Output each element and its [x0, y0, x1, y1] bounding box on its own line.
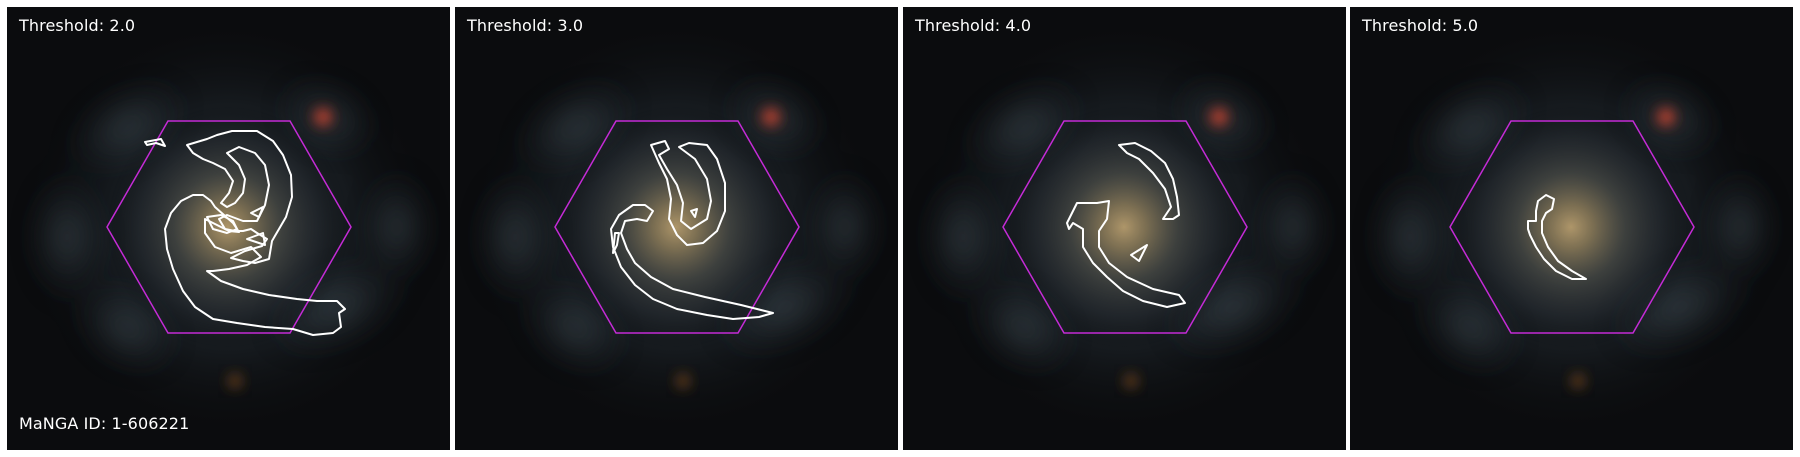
threshold-label: Threshold: 3.0 — [467, 16, 584, 35]
ifu-hexagon — [1002, 120, 1248, 334]
galaxy-image — [7, 7, 450, 450]
contour-lines — [1527, 194, 1587, 280]
threshold-label: Threshold: 4.0 — [915, 16, 1032, 35]
contour-lines — [610, 140, 774, 320]
threshold-label: Threshold: 5.0 — [1362, 16, 1479, 35]
threshold-label: Threshold: 2.0 — [19, 16, 136, 35]
ifu-hexagon — [554, 120, 800, 334]
panel-threshold-2: Threshold: 2.0 MaNGA ID: 1-606221 — [7, 7, 450, 450]
galaxy-image — [1350, 7, 1793, 450]
panel-threshold-3: Threshold: 3.0 — [455, 7, 898, 450]
galaxy-id-label: MaNGA ID: 1-606221 — [19, 414, 190, 433]
galaxy-image — [455, 7, 898, 450]
galaxy-image — [903, 7, 1346, 450]
ifu-hexagon — [1449, 120, 1695, 334]
ifu-hexagon — [106, 120, 352, 334]
panel-threshold-4: Threshold: 4.0 — [903, 7, 1346, 450]
contour-lines — [144, 130, 346, 336]
contour-lines — [1066, 142, 1186, 308]
panel-threshold-5: Threshold: 5.0 — [1350, 7, 1793, 450]
